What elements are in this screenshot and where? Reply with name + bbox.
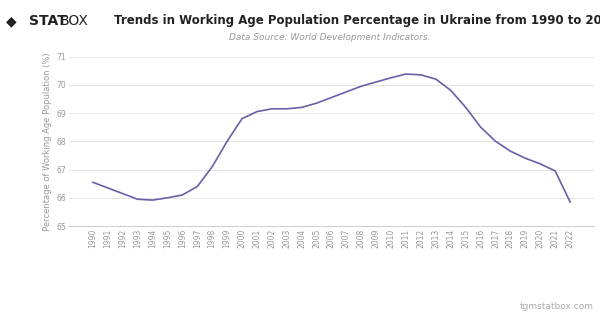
Text: tgmstatbox.com: tgmstatbox.com — [520, 302, 594, 311]
Text: Trends in Working Age Population Percentage in Ukraine from 1990 to 2022: Trends in Working Age Population Percent… — [114, 14, 600, 27]
Y-axis label: Percentage of Working Age Population (%): Percentage of Working Age Population (%) — [43, 52, 52, 230]
Text: STAT: STAT — [29, 14, 67, 28]
Text: BOX: BOX — [60, 14, 89, 28]
Text: Data Source: World Development Indicators.: Data Source: World Development Indicator… — [229, 33, 431, 42]
Text: ◆: ◆ — [6, 14, 17, 28]
